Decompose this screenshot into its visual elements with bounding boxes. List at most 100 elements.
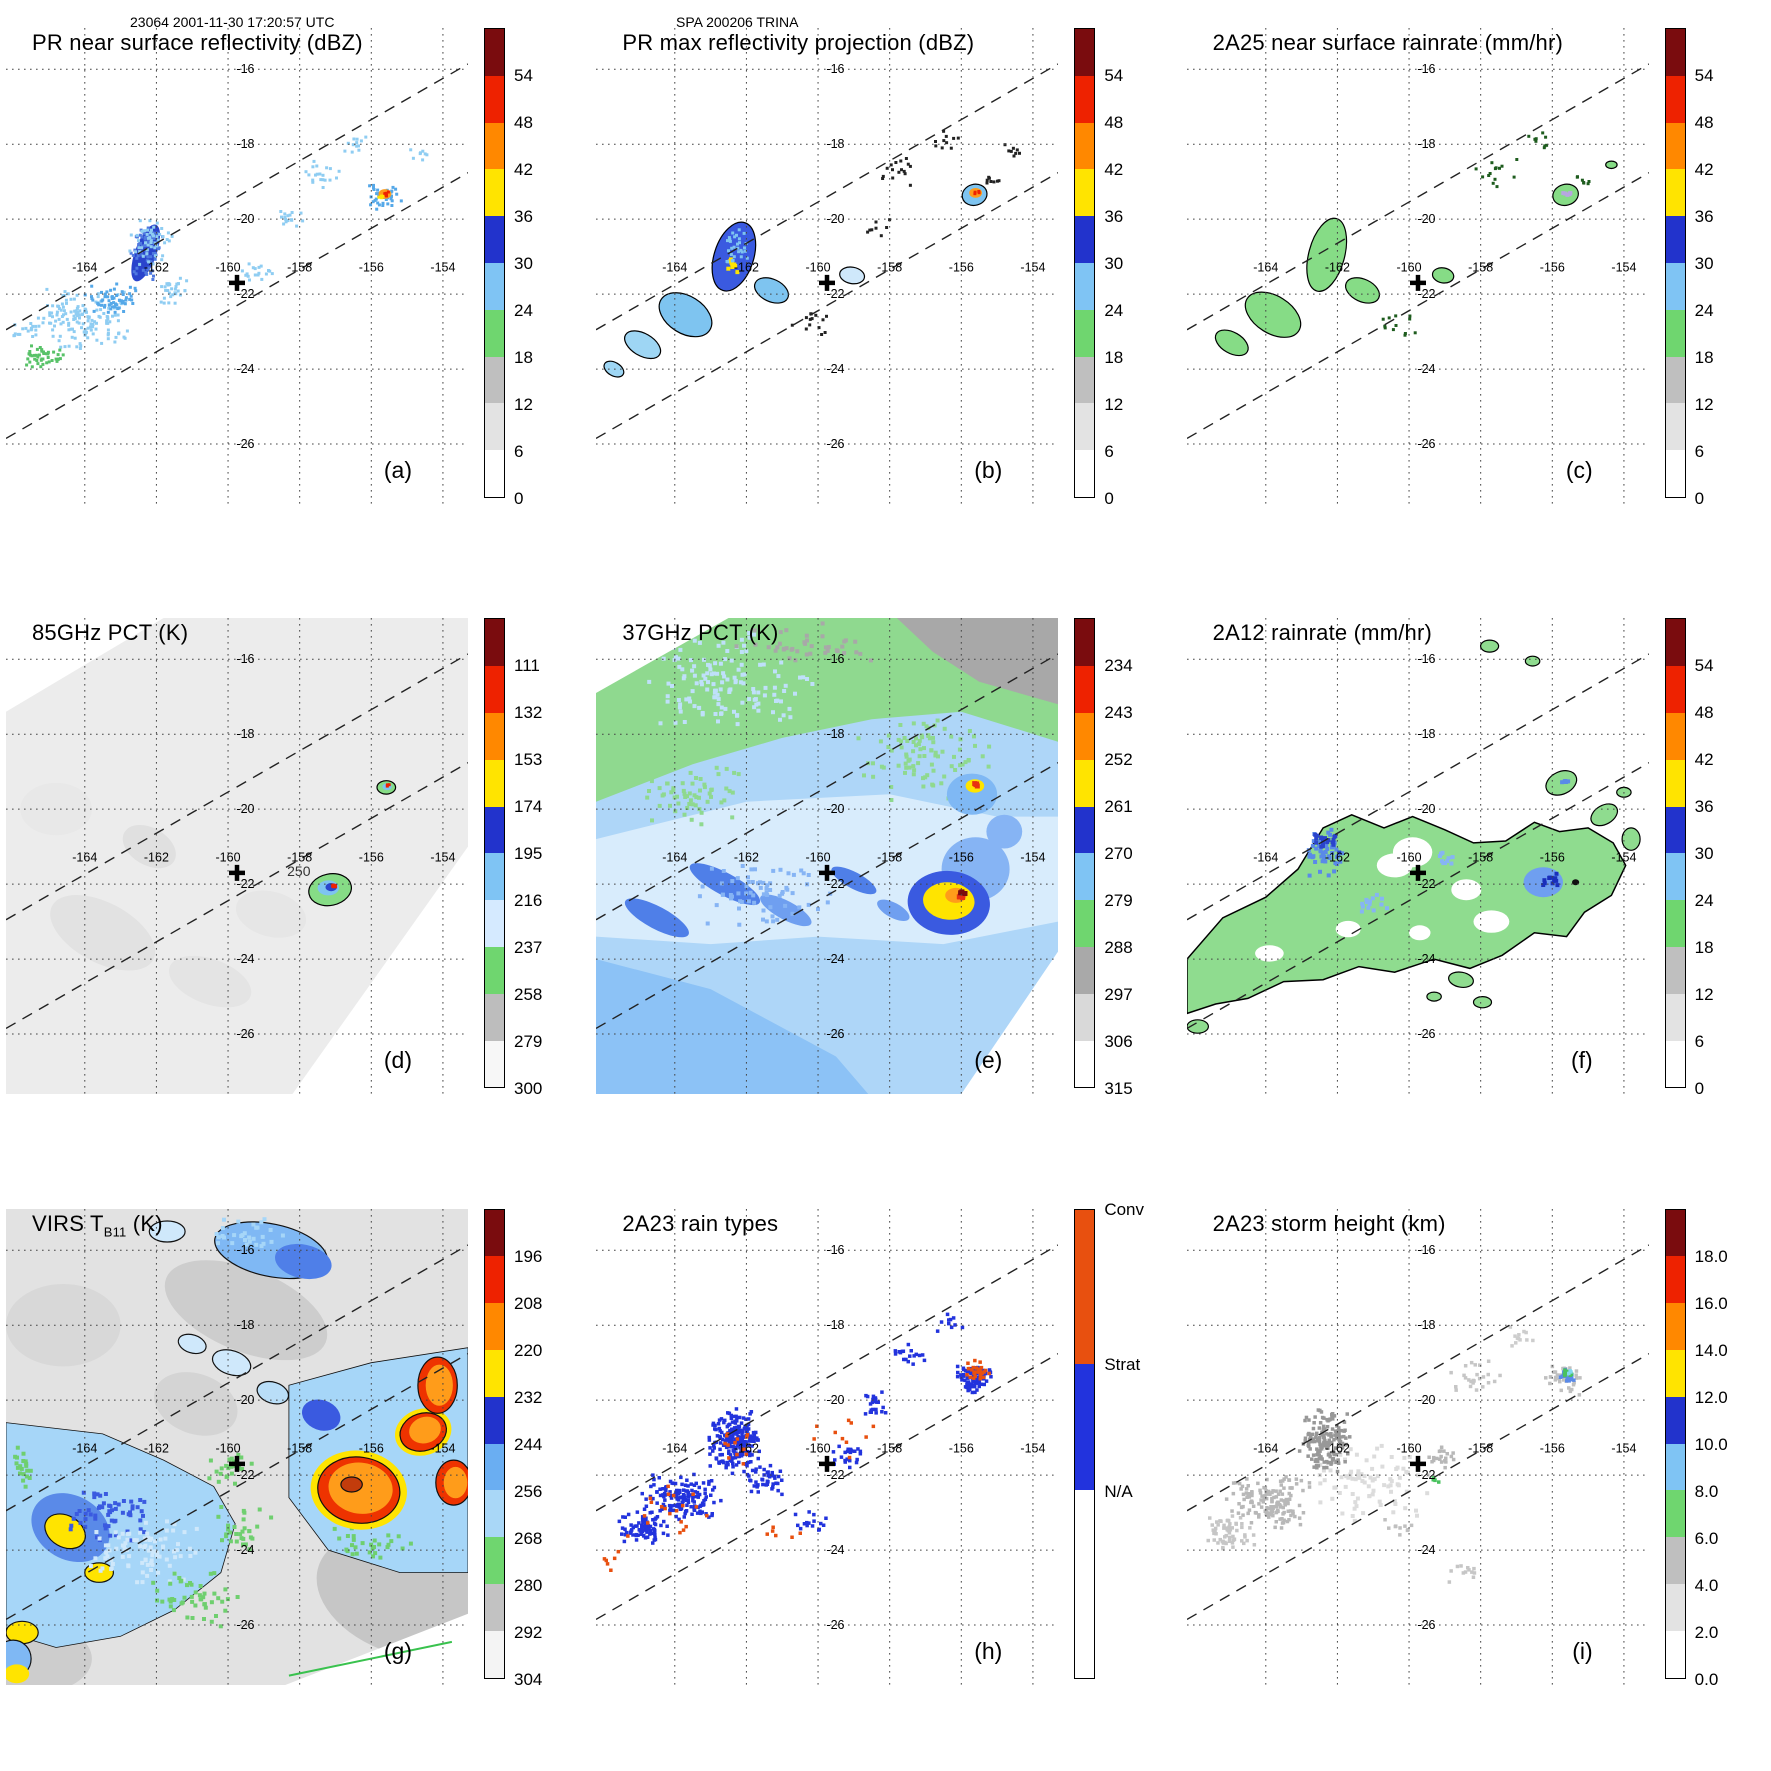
map-pixel [971, 1365, 976, 1369]
map-pixel [745, 1434, 749, 1439]
panel-a-colorbar: 0 6 12 18 24 30 36 42 48 54 [484, 28, 586, 508]
map-pixel [629, 1529, 634, 1533]
swath-edge-line [1186, 1352, 1649, 1620]
map-pixel [1461, 1373, 1466, 1377]
map-pixel [155, 1553, 160, 1558]
map-pixel [744, 649, 749, 654]
map-blob [1425, 991, 1442, 1003]
map-pixel [763, 686, 768, 691]
map-pixel [151, 1580, 156, 1585]
map-pixel [771, 919, 776, 924]
map-pixel [794, 1512, 798, 1516]
map-pixel [737, 1424, 742, 1429]
map-pixel [880, 234, 884, 238]
map-pixel [1246, 1492, 1250, 1496]
map-pixel [1347, 1434, 1352, 1439]
map-pixel [113, 1529, 118, 1534]
map-pixel [997, 179, 1001, 183]
map-pixel [70, 335, 74, 339]
map-pixel [1238, 1515, 1242, 1520]
map-pixel [1304, 1415, 1308, 1419]
map-pixel [1273, 1525, 1277, 1529]
map-pixel [693, 639, 698, 644]
map-pixel [826, 900, 831, 905]
colorbar-label-279: 279 [514, 1032, 543, 1052]
panel-i-map: -164 -162 -160 -158 -156 -154-16-18-20-22-24-… [1186, 1208, 1649, 1685]
colorbar-label-24: 24 [1104, 301, 1124, 320]
map-pixel [817, 326, 821, 330]
map-pixel [1315, 1452, 1319, 1457]
map-pixel [690, 668, 695, 673]
lon-tick-label: -162 [144, 851, 169, 865]
lon-tick-label: -156 [949, 1441, 974, 1455]
map-pixel [771, 869, 776, 874]
map-pixel [704, 1511, 709, 1516]
map-pixel [682, 674, 687, 679]
map-pixel [152, 237, 156, 240]
map-pixel [661, 1493, 666, 1497]
map-pixel [722, 1460, 726, 1464]
map-pixel [679, 1507, 683, 1511]
map-pixel [1266, 1489, 1270, 1494]
map-pixel [872, 1394, 876, 1398]
colorbar-segment [1075, 993, 1095, 1041]
map-pixel [742, 1444, 747, 1449]
map-pixel [104, 1550, 109, 1555]
map-pixel [260, 1234, 265, 1239]
map-pixel [80, 326, 83, 330]
map-pixel [711, 682, 716, 687]
map-pixel [121, 293, 125, 296]
map-pixel [902, 1357, 906, 1361]
map-pixel [1369, 1466, 1374, 1471]
map-pixel [985, 1379, 989, 1383]
map-pixel [1360, 1510, 1365, 1515]
lon-tick-label: -160 [806, 261, 831, 275]
map-pixel [202, 1591, 207, 1596]
map-pixel [38, 346, 42, 349]
map-pixel [1360, 904, 1365, 909]
map-pixel [319, 178, 323, 182]
map-pixel [1224, 1526, 1229, 1530]
map-pixel [952, 136, 956, 140]
map-pixel [141, 1513, 145, 1518]
map-pixel [140, 229, 144, 233]
map-pixel [86, 336, 90, 340]
map-pixel [167, 1563, 172, 1568]
map-pixel [729, 896, 734, 901]
map-pixel [216, 1234, 221, 1239]
map-pixel [1012, 154, 1016, 158]
map-pixel [1463, 1375, 1467, 1380]
map-pixel [667, 1492, 671, 1496]
map-pixel [808, 323, 812, 327]
map-pixel [160, 285, 164, 289]
map-pixel [355, 141, 359, 145]
map-pixel [21, 1471, 26, 1476]
map-pixel [421, 149, 425, 153]
map-pixel [1314, 1447, 1319, 1451]
map-pixel [1312, 1420, 1316, 1425]
map-pixel [46, 356, 50, 359]
map-pixel [162, 296, 166, 300]
map-pixel [284, 217, 288, 221]
map-pixel [1431, 1477, 1435, 1482]
map-pixel [1386, 1526, 1391, 1530]
map-pixel [923, 775, 928, 780]
map-pixel [182, 1595, 187, 1600]
map-pixel [782, 689, 787, 694]
map-pixel [1547, 1381, 1552, 1385]
map-pixel [1316, 844, 1321, 849]
map-pixel [1468, 1384, 1472, 1388]
map-pixel [1261, 1485, 1266, 1490]
map-pixel [741, 1461, 746, 1466]
colorbar-label-6: 6 [1694, 442, 1705, 461]
panel-h-colorbar: N/A Strat Conv [1074, 1200, 1176, 1685]
map-pixel [247, 262, 251, 266]
map-pixel [730, 879, 735, 884]
map-pixel [1345, 1411, 1349, 1416]
map-pixel [1431, 1475, 1435, 1480]
map-pixel [159, 300, 163, 304]
colorbar-segment [485, 216, 504, 263]
lon-tick-label: -154 [430, 851, 455, 865]
map-pixel [94, 1529, 99, 1534]
